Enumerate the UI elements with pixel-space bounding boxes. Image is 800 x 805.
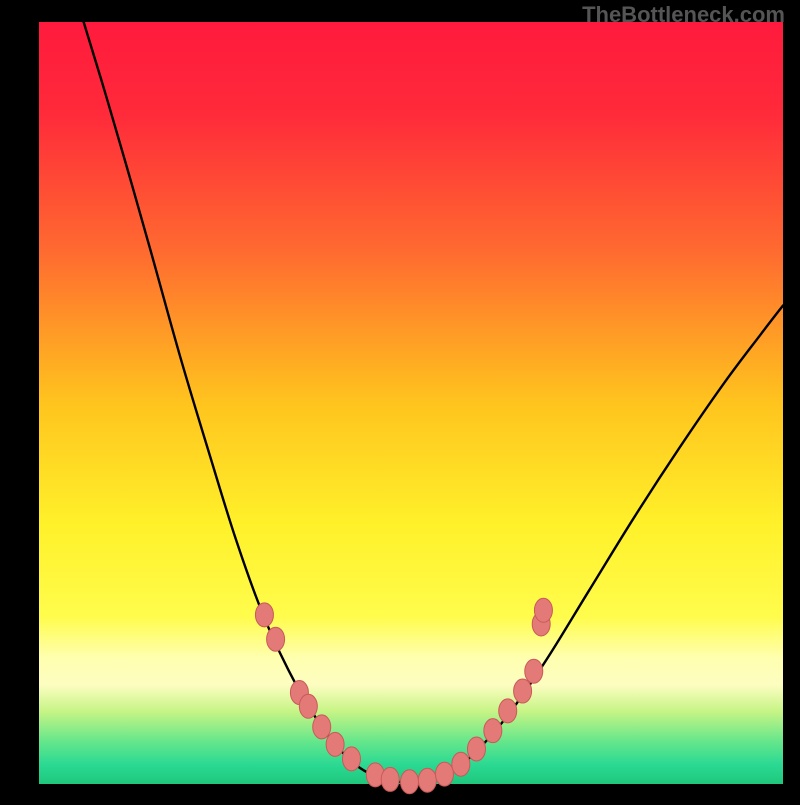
data-marker [299, 694, 317, 718]
bottleneck-chart [0, 0, 800, 805]
data-marker [467, 737, 485, 761]
data-marker [326, 732, 344, 756]
data-marker [313, 715, 331, 739]
watermark-text: TheBottleneck.com [582, 2, 785, 28]
data-marker [525, 659, 543, 683]
data-marker [267, 627, 285, 651]
data-marker [418, 768, 436, 792]
data-marker [452, 752, 470, 776]
data-marker [484, 719, 502, 743]
data-marker [514, 679, 532, 703]
data-marker [381, 767, 399, 791]
data-marker [435, 762, 453, 786]
data-marker [499, 699, 517, 723]
data-marker [534, 598, 552, 622]
data-marker [342, 747, 360, 771]
data-marker [401, 770, 419, 794]
data-marker [255, 603, 273, 627]
chart-svg [0, 0, 800, 800]
